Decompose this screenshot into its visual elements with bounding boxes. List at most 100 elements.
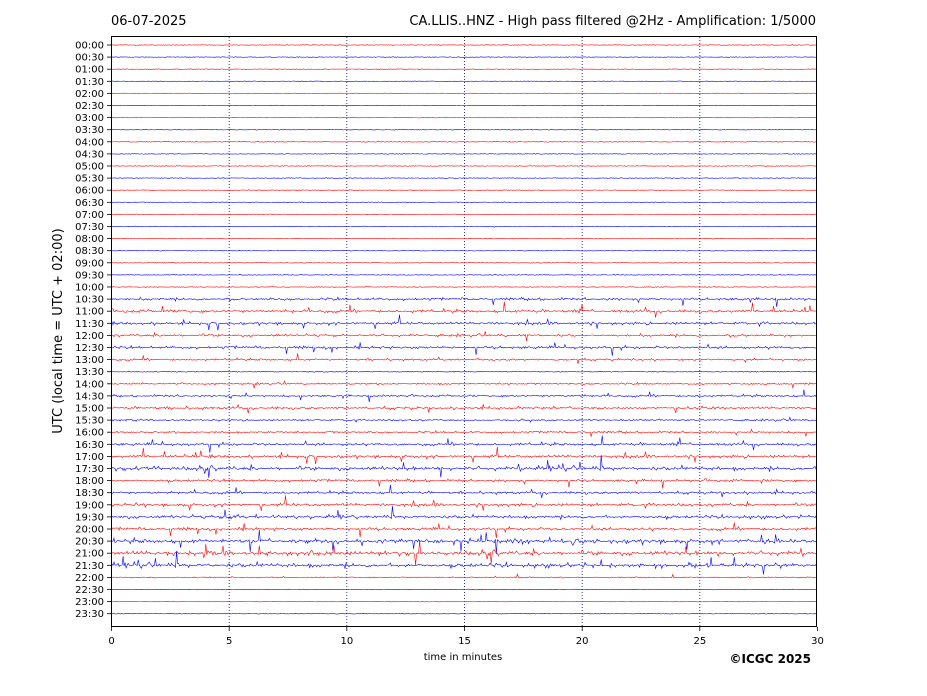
- grid-lines: [228, 37, 701, 627]
- trace-row-1900: [110, 495, 818, 511]
- x-tick-label-30: 30: [811, 636, 824, 647]
- x-axis-label: time in minutes: [424, 652, 503, 663]
- trace-row-1230: [110, 342, 818, 356]
- trace-row-0100: [110, 68, 818, 70]
- row-label-0530: 05:30: [75, 174, 104, 185]
- trace-row-1130: [110, 314, 818, 331]
- row-label-1130: 11:30: [75, 319, 104, 330]
- row-label-1530: 15:30: [75, 416, 104, 427]
- trace-row-0830: [110, 250, 818, 252]
- trace-row-2300: [110, 600, 818, 603]
- trace-row-0300: [110, 116, 818, 119]
- trace-row-0600: [110, 189, 818, 191]
- trace-row-2330: [110, 613, 818, 615]
- row-label-1800: 18:00: [75, 476, 104, 487]
- row-label-1500: 15:00: [75, 404, 104, 415]
- trace-row-0230: [110, 104, 818, 107]
- row-label-2000: 20:00: [75, 525, 104, 536]
- row-label-1730: 17:30: [75, 464, 104, 475]
- row-label-1830: 18:30: [75, 488, 104, 499]
- row-label-0930: 09:30: [75, 270, 104, 281]
- row-label-2130: 21:30: [75, 561, 104, 572]
- x-tick-label-0: 0: [108, 636, 114, 647]
- row-label-2100: 21:00: [75, 549, 104, 560]
- trace-row-1200: [110, 331, 818, 342]
- trace-row-2100: [110, 540, 818, 565]
- trace-row-2130: [110, 550, 818, 575]
- trace-row-1500: [110, 403, 818, 414]
- row-label-1230: 12:30: [75, 343, 104, 354]
- row-label-0500: 05:00: [75, 162, 104, 173]
- row-label-0030: 00:30: [75, 53, 104, 64]
- row-label-2330: 23:30: [75, 609, 104, 620]
- x-axis-ticks: 0 5 10 15 20 25 30: [108, 627, 824, 647]
- trace-row-1830: [110, 484, 818, 499]
- trace-row-2000: [110, 522, 818, 539]
- row-label-0000: 00:00: [75, 41, 104, 52]
- row-label-1200: 12:00: [75, 331, 104, 342]
- trace-row-1730: [110, 454, 818, 478]
- date-label: 06-07-2025: [111, 14, 187, 29]
- x-tick-label-25: 25: [693, 636, 706, 647]
- trace-row-0700: [110, 213, 818, 216]
- row-label-0800: 08:00: [75, 234, 104, 245]
- trace-row-0030: [110, 56, 818, 58]
- trace-row-1300: [110, 353, 818, 364]
- row-label-1430: 14:30: [75, 391, 104, 402]
- row-label-1400: 14:00: [75, 379, 104, 390]
- trace-row-0430: [110, 153, 818, 155]
- trace-row-1700: [110, 446, 818, 465]
- trace-row-0900: [110, 262, 818, 264]
- trace-row-0730: [110, 225, 818, 228]
- trace-row-1430: [110, 389, 818, 403]
- row-label-0730: 07:30: [75, 222, 104, 233]
- row-label-1900: 19:00: [75, 500, 104, 511]
- row-label-0830: 08:30: [75, 246, 104, 257]
- row-label-1000: 10:00: [75, 283, 104, 294]
- row-label-0630: 06:30: [75, 198, 104, 209]
- trace-row-1030: [110, 296, 818, 307]
- trace-row-0500: [110, 165, 817, 167]
- trace-row-0200: [110, 92, 818, 95]
- row-label-1930: 19:30: [75, 512, 104, 523]
- x-tick-label-20: 20: [576, 636, 589, 647]
- row-label-1100: 11:00: [75, 307, 104, 318]
- row-label-0400: 04:00: [75, 137, 104, 148]
- trace-row-1400: [110, 380, 818, 389]
- trace-row-2030: [110, 530, 818, 555]
- trace-row-1100: [110, 301, 818, 318]
- row-label-2030: 20:30: [75, 537, 104, 548]
- trace-row-1600: [111, 428, 818, 437]
- row-label-0230: 02:30: [75, 101, 104, 112]
- seismic-traces: [110, 44, 818, 615]
- trace-row-0530: [110, 177, 818, 180]
- trace-row-0000: [110, 44, 818, 46]
- row-label-2200: 22:00: [75, 573, 104, 584]
- trace-row-2200: [110, 573, 818, 579]
- x-tick-label-10: 10: [340, 636, 353, 647]
- row-label-0200: 02:00: [75, 89, 104, 100]
- trace-row-0130: [110, 80, 818, 82]
- row-label-1700: 17:00: [75, 452, 104, 463]
- row-labels: 00:0000:3001:0001:3002:0002:3003:0003:30…: [75, 41, 111, 620]
- row-label-1030: 10:30: [75, 295, 104, 306]
- plot-frame: [111, 36, 817, 627]
- row-label-2230: 22:30: [75, 585, 104, 596]
- x-tick-label-5: 5: [226, 636, 232, 647]
- trace-row-1930: [110, 506, 818, 521]
- row-label-0130: 01:30: [75, 77, 104, 88]
- trace-row-0400: [110, 141, 818, 143]
- y-axis-label: UTC (local time = UTC + 02:00): [51, 228, 66, 433]
- row-label-0100: 01:00: [75, 65, 104, 76]
- copyright-label: ©ICGC 2025: [729, 652, 811, 666]
- trace-row-0630: [110, 201, 818, 204]
- x-tick-label-15: 15: [458, 636, 471, 647]
- row-label-0700: 07:00: [75, 210, 104, 221]
- trace-row-1000: [110, 286, 818, 288]
- row-label-0300: 03:00: [75, 113, 104, 124]
- trace-row-1330: [110, 370, 818, 373]
- row-label-0430: 04:30: [75, 149, 104, 160]
- row-label-1630: 16:30: [75, 440, 104, 451]
- row-label-0600: 06:00: [75, 186, 104, 197]
